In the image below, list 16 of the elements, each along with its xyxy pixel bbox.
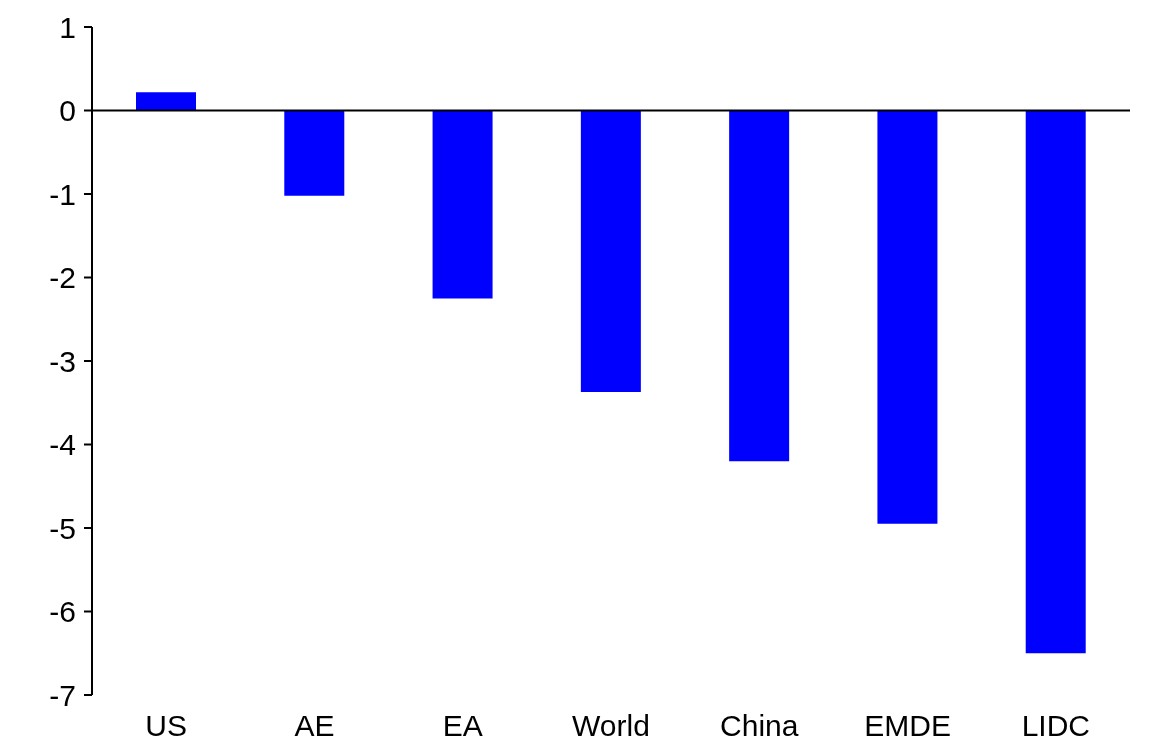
x-tick-label: US (145, 709, 187, 743)
y-tick-label: 1 (59, 10, 76, 44)
y-tick-label: -7 (49, 678, 76, 712)
y-tick-label: -5 (49, 511, 76, 545)
y-tick-label: -3 (49, 344, 76, 378)
x-tick-label: EMDE (864, 709, 951, 743)
x-tick-label: AE (294, 709, 335, 743)
y-tick-label: -1 (49, 177, 76, 211)
y-tick-label: -2 (49, 261, 76, 295)
y-tick-label: -4 (49, 428, 76, 462)
y-tick-label: -6 (49, 595, 76, 629)
x-tick-label: EA (442, 709, 483, 743)
y-tick-label: 0 (59, 94, 76, 128)
x-tick-label: LIDC (1021, 709, 1091, 743)
x-tick-label: China (720, 709, 799, 743)
x-tick-label: World (572, 709, 650, 743)
